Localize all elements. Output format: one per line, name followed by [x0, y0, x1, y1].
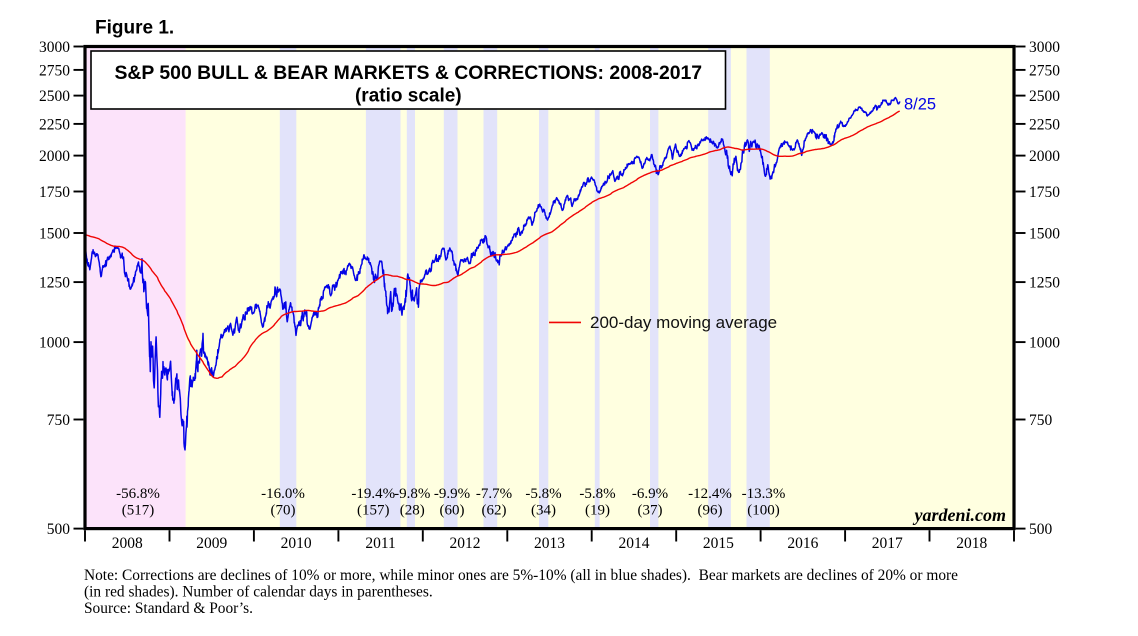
svg-text:750: 750 — [1029, 412, 1053, 429]
svg-text:2016: 2016 — [787, 535, 818, 552]
svg-text:2250: 2250 — [1029, 117, 1060, 134]
svg-text:(34): (34) — [531, 502, 556, 518]
svg-text:1500: 1500 — [39, 226, 70, 243]
svg-text:3000: 3000 — [39, 39, 70, 56]
svg-text:2750: 2750 — [39, 63, 70, 80]
svg-text:1000: 1000 — [1029, 335, 1060, 352]
svg-text:2750: 2750 — [1029, 63, 1060, 80]
svg-text:2011: 2011 — [365, 535, 395, 552]
svg-text:2018: 2018 — [956, 535, 987, 552]
svg-text:-5.8%: -5.8% — [579, 486, 615, 502]
svg-text:2000: 2000 — [39, 148, 70, 165]
svg-text:1500: 1500 — [1029, 226, 1060, 243]
svg-text:500: 500 — [47, 521, 71, 538]
svg-text:-19.4%: -19.4% — [351, 486, 395, 502]
svg-text:(in red shades). Number of cal: (in red shades). Number of calendar days… — [84, 584, 433, 601]
svg-text:-7.7%: -7.7% — [476, 486, 512, 502]
svg-text:2010: 2010 — [281, 535, 312, 552]
svg-text:8/25: 8/25 — [904, 96, 936, 114]
svg-text:-12.4%: -12.4% — [688, 486, 732, 502]
svg-text:(157): (157) — [357, 502, 390, 518]
svg-text:(37): (37) — [638, 502, 663, 518]
svg-text:(28): (28) — [400, 502, 425, 518]
svg-text:1750: 1750 — [39, 184, 70, 201]
svg-text:(70): (70) — [271, 502, 296, 518]
svg-text:(96): (96) — [698, 502, 723, 518]
svg-text:2012: 2012 — [450, 535, 481, 552]
svg-text:-56.8%: -56.8% — [116, 486, 160, 502]
svg-text:2500: 2500 — [1029, 88, 1060, 105]
svg-text:(ratio scale): (ratio scale) — [355, 86, 462, 107]
svg-text:750: 750 — [47, 412, 71, 429]
svg-text:2500: 2500 — [39, 88, 70, 105]
svg-text:Note: Corrections are declines: Note: Corrections are declines of 10% or… — [84, 567, 958, 584]
svg-text:2009: 2009 — [196, 535, 227, 552]
svg-text:2013: 2013 — [534, 535, 565, 552]
svg-text:500: 500 — [1029, 521, 1053, 538]
svg-text:2017: 2017 — [872, 535, 903, 552]
svg-text:(100): (100) — [747, 502, 780, 518]
svg-text:2250: 2250 — [39, 117, 70, 134]
svg-text:200-day moving average: 200-day moving average — [590, 313, 777, 332]
svg-text:-9.9%: -9.9% — [434, 486, 470, 502]
svg-text:Figure 1.: Figure 1. — [95, 18, 174, 39]
svg-text:(60): (60) — [440, 502, 465, 518]
svg-text:Source: Standard & Poor’s.: Source: Standard & Poor’s. — [84, 600, 253, 617]
svg-text:(62): (62) — [482, 502, 507, 518]
svg-text:1000: 1000 — [39, 335, 70, 352]
svg-text:(19): (19) — [585, 502, 610, 518]
svg-text:2014: 2014 — [619, 535, 650, 552]
svg-text:-6.9%: -6.9% — [632, 486, 668, 502]
svg-text:-9.8%: -9.8% — [394, 486, 430, 502]
svg-text:2015: 2015 — [703, 535, 734, 552]
svg-text:2000: 2000 — [1029, 148, 1060, 165]
svg-text:-13.3%: -13.3% — [742, 486, 786, 502]
svg-text:(517): (517) — [122, 502, 155, 518]
svg-text:-16.0%: -16.0% — [261, 486, 305, 502]
svg-text:1750: 1750 — [1029, 184, 1060, 201]
svg-text:-5.8%: -5.8% — [525, 486, 561, 502]
svg-text:yardeni.com: yardeni.com — [913, 505, 1007, 525]
svg-text:2008: 2008 — [112, 535, 143, 552]
svg-text:1250: 1250 — [1029, 275, 1060, 292]
svg-text:3000: 3000 — [1029, 39, 1060, 56]
svg-text:1250: 1250 — [39, 275, 70, 292]
svg-text:S&P 500 BULL & BEAR MARKETS &: S&P 500 BULL & BEAR MARKETS & CORRECTION… — [114, 62, 702, 84]
